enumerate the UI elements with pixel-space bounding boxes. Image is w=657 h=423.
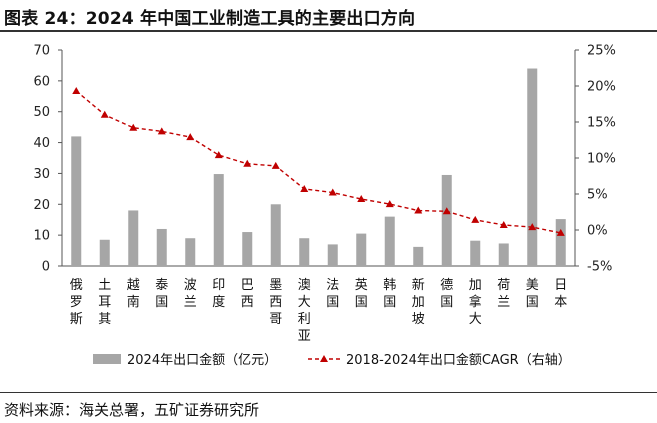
cagr-point-加拿大 bbox=[471, 215, 480, 223]
cagr-point-新加坡 bbox=[414, 206, 423, 214]
cagr-point-德国 bbox=[442, 207, 451, 215]
bar-泰国 bbox=[156, 228, 167, 266]
right-tick-label: 0% bbox=[587, 224, 608, 239]
category-label: 巴西 bbox=[241, 278, 254, 310]
cagr-point-越南 bbox=[129, 123, 138, 131]
category-label: 加拿大 bbox=[469, 278, 482, 327]
cagr-point-法国 bbox=[328, 188, 337, 196]
bar-越南 bbox=[128, 210, 139, 266]
left-tick-label: 50 bbox=[33, 105, 50, 120]
bar-英国 bbox=[356, 233, 367, 266]
cagr-point-日本 bbox=[556, 228, 565, 236]
source-note: 资料来源：海关总署，五矿证券研究所 bbox=[4, 401, 260, 419]
left-tick-label: 70 bbox=[33, 44, 50, 59]
category-label: 俄罗斯 bbox=[70, 278, 83, 327]
cagr-point-土耳其 bbox=[100, 110, 109, 118]
category-label: 荷兰 bbox=[497, 278, 510, 310]
category-label: 澳大利亚 bbox=[298, 277, 311, 344]
cagr-point-波兰 bbox=[186, 133, 195, 141]
bar-美国 bbox=[527, 68, 538, 266]
category-label: 美国 bbox=[526, 278, 539, 310]
chart: 0 10 20 30 40 50 60 70 -5% 0% 5% 10% 15% 20% 25% 俄罗斯 土耳其… bbox=[33, 44, 616, 369]
category-label: 土耳其 bbox=[98, 278, 111, 327]
bar-法国 bbox=[327, 244, 338, 266]
category-label: 英国 bbox=[355, 278, 368, 310]
bar-波兰 bbox=[185, 238, 196, 266]
category-label: 新加坡 bbox=[412, 277, 425, 327]
bar-印度 bbox=[213, 174, 224, 266]
right-tick-label: 15% bbox=[587, 116, 616, 131]
bar-韩国 bbox=[384, 216, 395, 266]
category-label: 波兰 bbox=[184, 278, 197, 310]
cagr-point-荷兰 bbox=[499, 220, 508, 228]
legend-line-label: 2018-2024年出口金额CAGR（右轴） bbox=[346, 352, 571, 368]
left-tick-label: 60 bbox=[33, 74, 50, 89]
left-tick-label: 10 bbox=[33, 229, 50, 244]
bar-墨西哥 bbox=[270, 204, 281, 266]
bar-荷兰 bbox=[498, 243, 509, 266]
right-tick-label: 10% bbox=[587, 152, 616, 167]
category-label: 韩国 bbox=[383, 278, 396, 310]
right-tick-label: 25% bbox=[587, 44, 616, 59]
bar-新加坡 bbox=[413, 246, 424, 266]
legend-bar-label: 2024年出口金额（亿元） bbox=[127, 352, 277, 368]
category-label: 越南 bbox=[127, 278, 140, 310]
cagr-point-俄罗斯 bbox=[72, 87, 81, 95]
bar-土耳其 bbox=[99, 239, 110, 266]
bar-澳大利亚 bbox=[299, 238, 310, 266]
left-tick-label: 30 bbox=[33, 167, 50, 182]
left-tick-label: 40 bbox=[33, 136, 50, 151]
category-label: 墨西哥 bbox=[269, 278, 282, 327]
category-label: 法国 bbox=[326, 278, 339, 310]
category-label: 日本 bbox=[554, 278, 567, 310]
bar-德国 bbox=[441, 174, 452, 266]
left-tick-label: 0 bbox=[42, 260, 50, 275]
legend-bar-swatch bbox=[93, 354, 121, 364]
right-tick-label: -5% bbox=[587, 260, 612, 275]
legend-line-marker bbox=[320, 355, 328, 362]
cagr-point-韩国 bbox=[385, 200, 394, 208]
right-tick-label: 5% bbox=[587, 188, 608, 203]
cagr-point-印度 bbox=[214, 151, 223, 159]
cagr-point-泰国 bbox=[157, 127, 166, 135]
category-label: 泰国 bbox=[155, 278, 168, 310]
bar-巴西 bbox=[242, 232, 253, 266]
footer-rule bbox=[0, 392, 657, 393]
bar-加拿大 bbox=[470, 240, 481, 266]
page-title: 图表 24：2024 年中国工业制造工具的主要出口方向 bbox=[4, 9, 416, 29]
cagr-point-巴西 bbox=[243, 159, 252, 167]
category-label: 德国 bbox=[440, 278, 453, 310]
title-rule bbox=[0, 30, 657, 32]
cagr-point-英国 bbox=[357, 195, 366, 203]
category-label: 印度 bbox=[212, 278, 225, 310]
cagr-point-澳大利亚 bbox=[300, 184, 309, 192]
cagr-line bbox=[75, 90, 561, 234]
bar-俄罗斯 bbox=[71, 136, 82, 266]
bar-日本 bbox=[555, 219, 566, 266]
cagr-point-美国 bbox=[528, 223, 537, 231]
right-tick-label: 20% bbox=[587, 80, 616, 95]
cagr-point-墨西哥 bbox=[271, 161, 280, 169]
left-tick-label: 20 bbox=[33, 198, 50, 213]
